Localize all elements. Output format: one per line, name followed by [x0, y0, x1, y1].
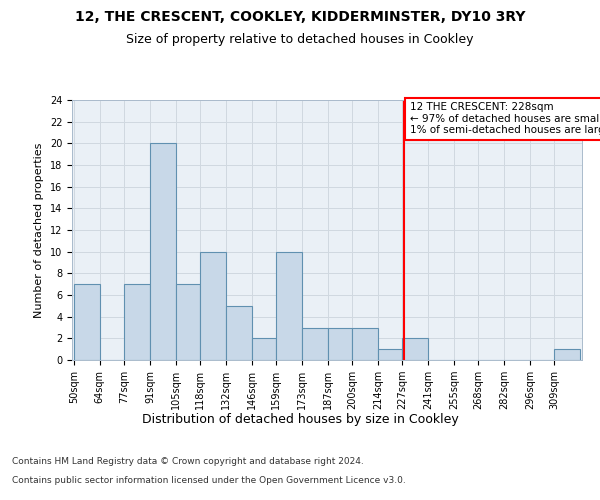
- Bar: [252, 338, 276, 360]
- Bar: [352, 328, 378, 360]
- Text: 12 THE CRESCENT: 228sqm
← 97% of detached houses are smaller (75)
1% of semi-det: 12 THE CRESCENT: 228sqm ← 97% of detache…: [410, 102, 600, 136]
- Text: Contains HM Land Registry data © Crown copyright and database right 2024.: Contains HM Land Registry data © Crown c…: [12, 458, 364, 466]
- Bar: [74, 284, 100, 360]
- Bar: [302, 328, 328, 360]
- Bar: [554, 349, 580, 360]
- Y-axis label: Number of detached properties: Number of detached properties: [34, 142, 44, 318]
- Text: Size of property relative to detached houses in Cookley: Size of property relative to detached ho…: [126, 32, 474, 46]
- Bar: [176, 284, 200, 360]
- Bar: [226, 306, 252, 360]
- Bar: [150, 144, 176, 360]
- Bar: [402, 338, 428, 360]
- Bar: [276, 252, 302, 360]
- Text: 12, THE CRESCENT, COOKLEY, KIDDERMINSTER, DY10 3RY: 12, THE CRESCENT, COOKLEY, KIDDERMINSTER…: [75, 10, 525, 24]
- Text: Contains public sector information licensed under the Open Government Licence v3: Contains public sector information licen…: [12, 476, 406, 485]
- Bar: [200, 252, 226, 360]
- Bar: [378, 349, 402, 360]
- Text: Distribution of detached houses by size in Cookley: Distribution of detached houses by size …: [142, 412, 458, 426]
- Bar: [328, 328, 352, 360]
- Bar: [124, 284, 150, 360]
